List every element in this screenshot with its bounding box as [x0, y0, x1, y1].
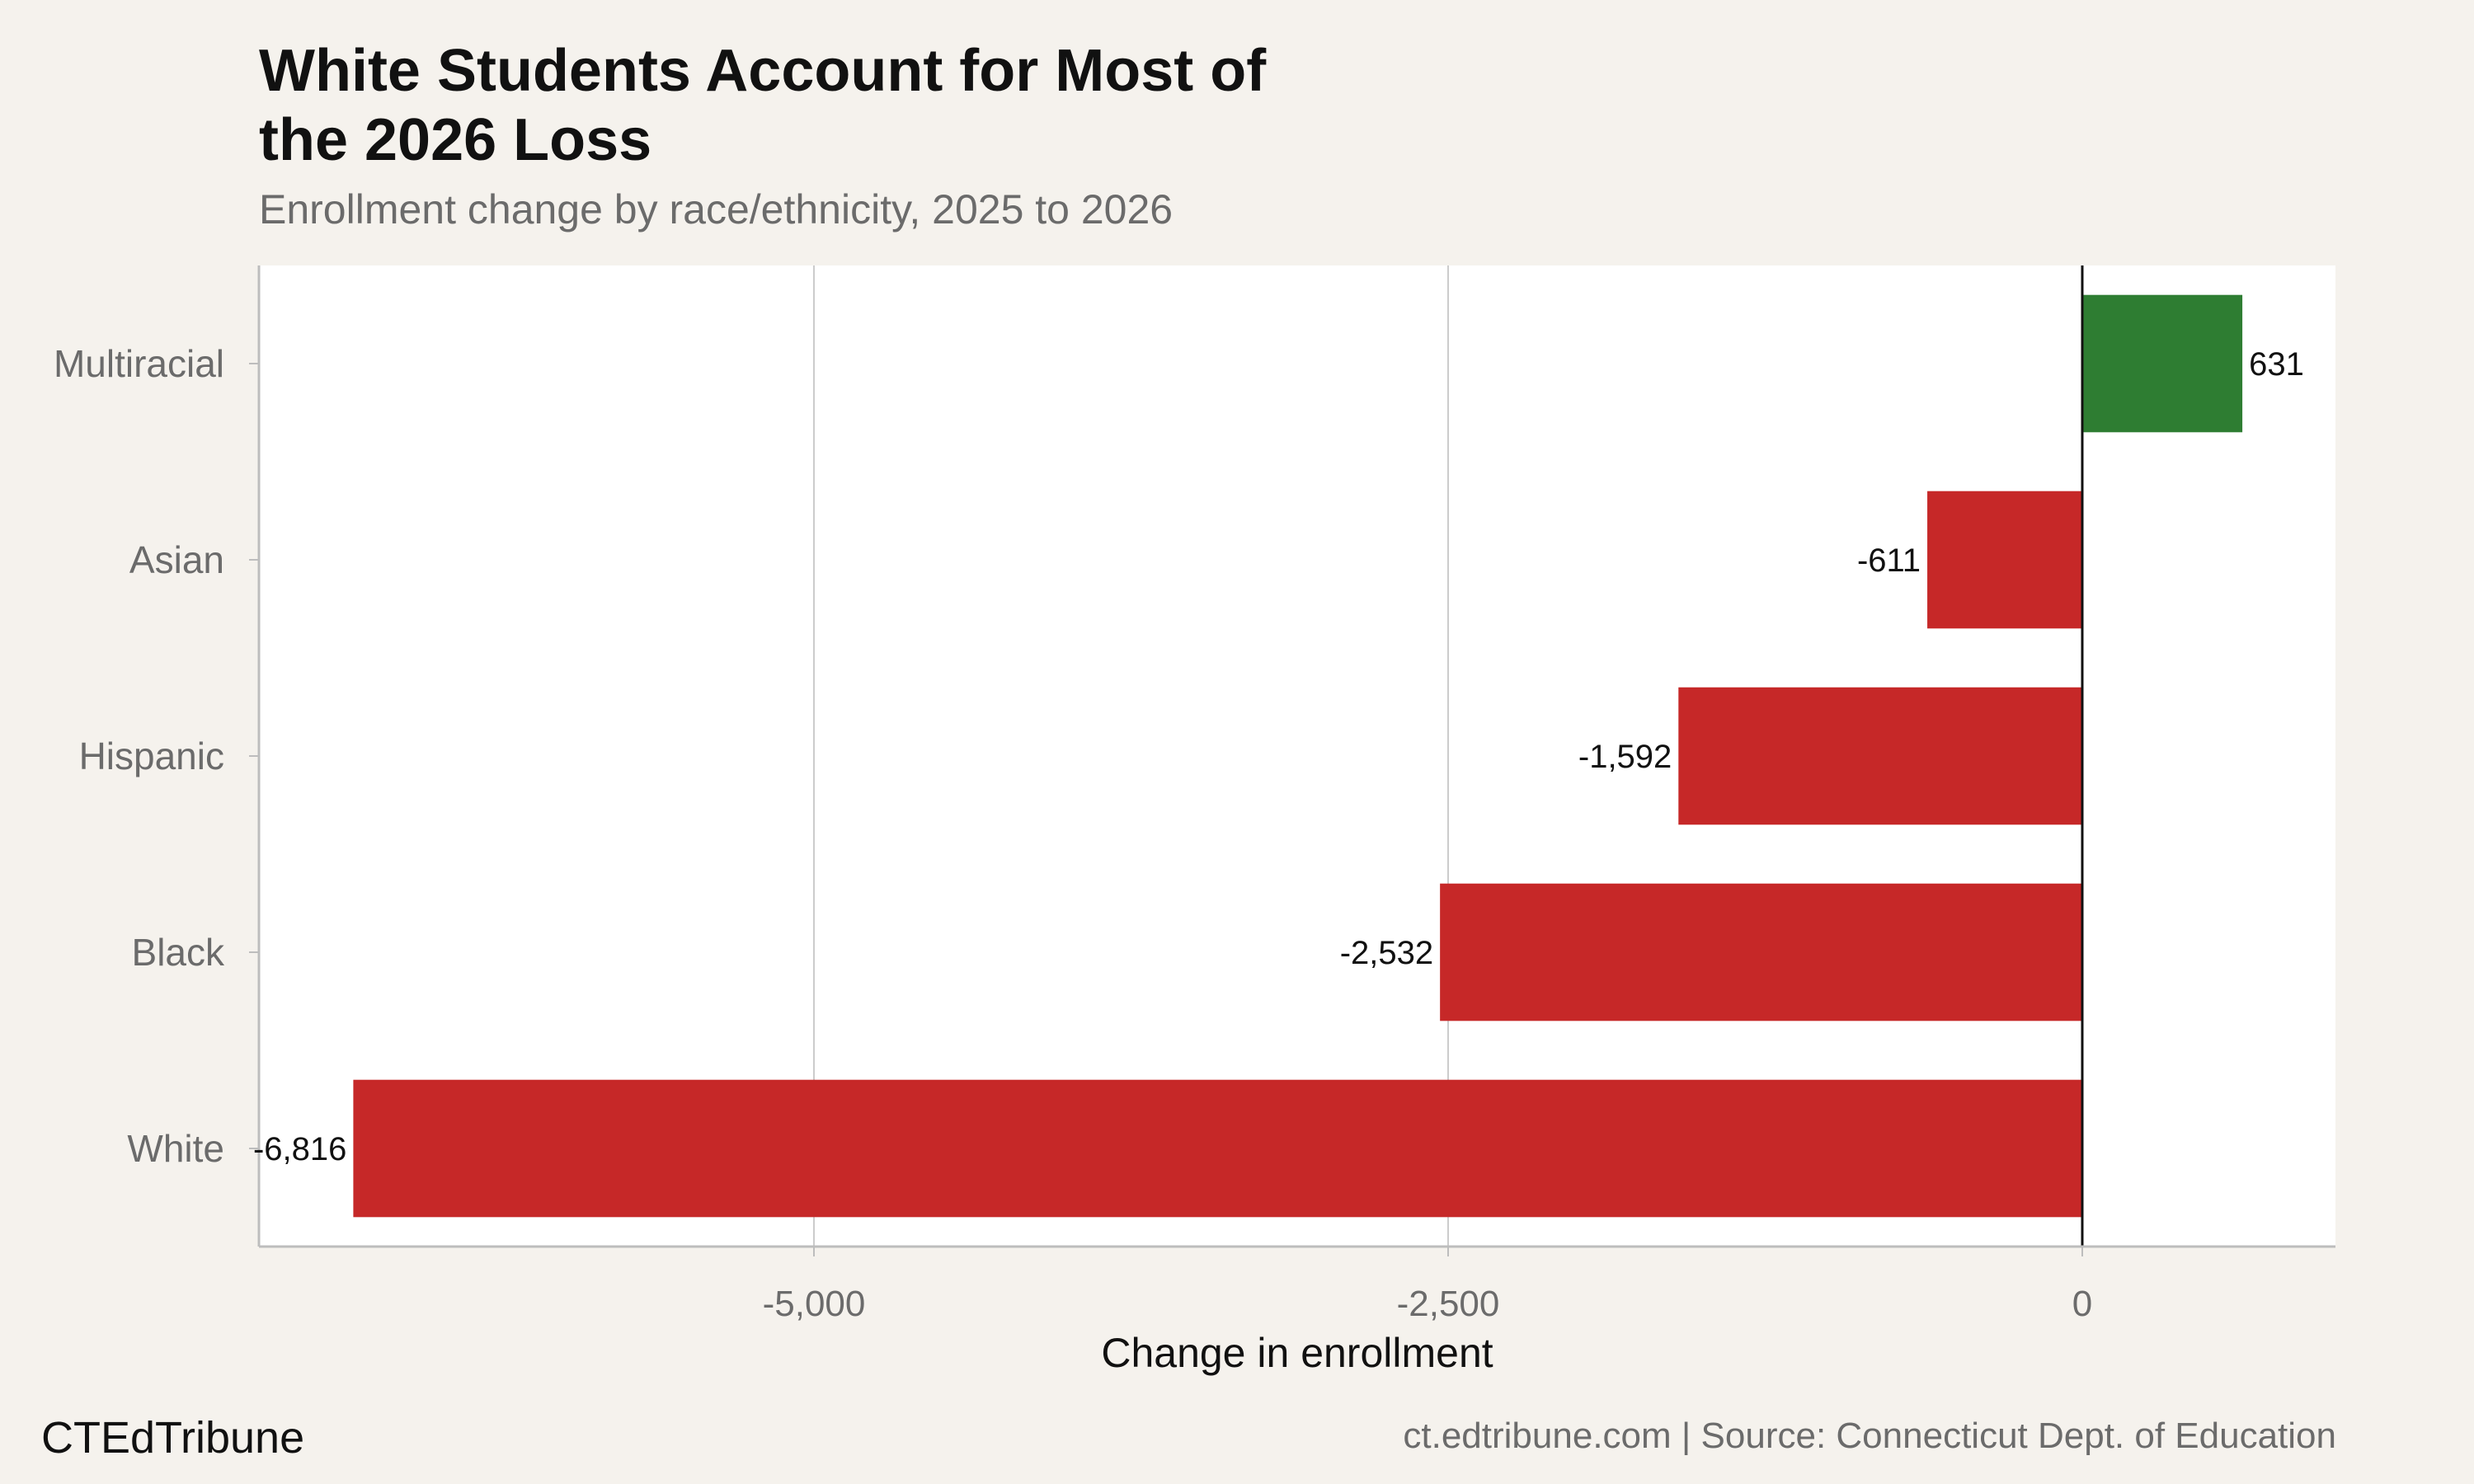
- y-tick-label-asian: Asian: [129, 538, 224, 581]
- data-label-hispanic: -1,592: [1578, 739, 1672, 775]
- data-label-black: -2,532: [1340, 935, 1433, 971]
- x-axis-title: Change in enrollment: [1101, 1330, 1493, 1376]
- y-tick-label-hispanic: Hispanic: [79, 735, 224, 777]
- bar-black: [1440, 883, 2082, 1021]
- data-label-multiracial: 631: [2249, 346, 2304, 383]
- bar-asian: [1927, 491, 2082, 629]
- x-tick-label: -2,500: [1397, 1284, 1500, 1324]
- brand-logo-text: CTEdTribune: [41, 1413, 305, 1463]
- x-tick-label: 0: [2072, 1284, 2092, 1324]
- axes: -5,000 -2,500 0 Multiracial Asian Hispanic Bla…: [54, 265, 2335, 1324]
- chart-title-line2: the 2026 Loss: [259, 107, 652, 173]
- y-tick-label-black: Black: [132, 931, 225, 974]
- source-note: ct.edtribune.com | Source: Connecticut D…: [1403, 1416, 2336, 1456]
- bar-multiracial: [2082, 294, 2243, 433]
- data-label-white: -6,816: [253, 1131, 346, 1167]
- chart-title: White Students Account for Most of the 2…: [259, 36, 1496, 175]
- y-tick-label-multiracial: Multiracial: [54, 342, 224, 385]
- x-tick-label: -5,000: [763, 1284, 866, 1324]
- data-label-asian: -611: [1857, 542, 1921, 579]
- data-labels: 631 -611 -1,592 -2,532 -6,816: [253, 346, 2304, 1167]
- chart-subtitle: Enrollment change by race/ethnicity, 202…: [259, 186, 1174, 232]
- chart-title-line1: White Students Account for Most of: [259, 38, 1267, 104]
- bar-hispanic: [1678, 687, 2082, 825]
- bars: [353, 294, 2243, 1218]
- bar-white: [353, 1079, 2082, 1218]
- y-tick-label-white: White: [127, 1127, 224, 1170]
